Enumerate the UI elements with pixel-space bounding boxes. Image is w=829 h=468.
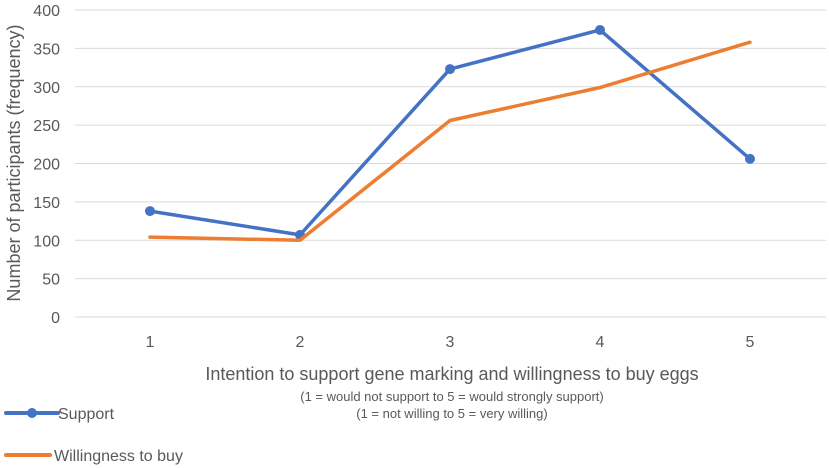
y-tick-label: 200 — [33, 157, 60, 174]
x-axis-title: Intention to support gene marking and wi… — [205, 364, 698, 384]
data-point — [145, 206, 155, 217]
y-tick-label: 150 — [33, 195, 60, 212]
x-tick-label: 1 — [146, 334, 155, 351]
data-point — [745, 153, 755, 164]
y-axis-ticks: 0 50 100 150 200 250 300 350 400 — [33, 3, 60, 327]
data-point — [445, 64, 455, 75]
x-axis-note-support: (1 = would not support to 5 = would stro… — [300, 389, 604, 404]
x-axis-ticks: 1 2 3 4 5 — [146, 334, 755, 351]
y-tick-label: 100 — [33, 233, 60, 250]
legend-label-willingness: Willingness to buy — [54, 448, 183, 465]
legend-item-support: Support — [4, 406, 115, 423]
y-tick-label: 50 — [42, 272, 60, 289]
series-lines — [145, 24, 755, 242]
x-tick-label: 2 — [296, 334, 305, 351]
series-line-0 — [148, 28, 752, 237]
data-point — [595, 24, 605, 35]
x-axis-note-willingness: (1 = not willing to 5 = very willing) — [356, 406, 547, 421]
x-tick-label: 3 — [446, 334, 455, 351]
legend-label-support: Support — [58, 406, 115, 423]
series-line-1 — [148, 40, 752, 242]
y-tick-label: 0 — [51, 310, 60, 327]
y-tick-label: 400 — [33, 3, 60, 20]
y-tick-label: 350 — [33, 41, 60, 58]
y-tick-label: 300 — [33, 80, 60, 97]
x-tick-label: 4 — [596, 334, 605, 351]
y-tick-label: 250 — [33, 118, 60, 135]
gridlines — [75, 9, 826, 318]
y-axis-title: Number of participants (frequency) — [4, 24, 24, 301]
legend: Support Willingness to buy — [4, 406, 183, 465]
x-tick-label: 5 — [746, 334, 755, 351]
legend-item-willingness: Willingness to buy — [4, 448, 183, 465]
